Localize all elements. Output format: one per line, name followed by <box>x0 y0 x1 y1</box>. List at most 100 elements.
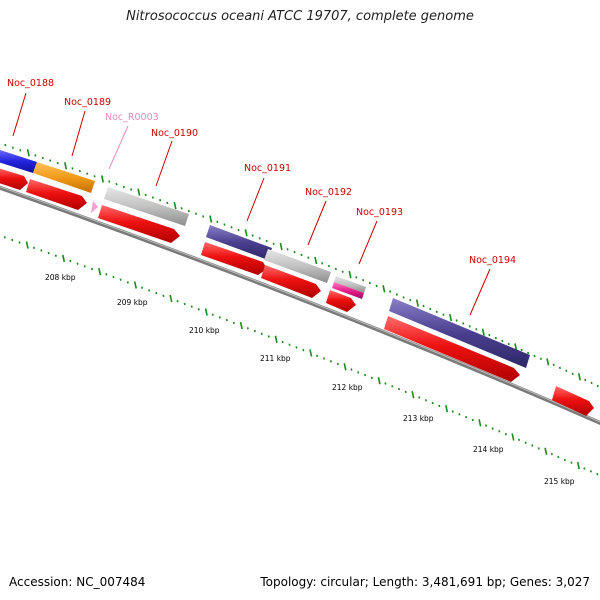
inner-ruler-minor-tick <box>83 265 86 268</box>
inner-ruler-minor-tick <box>531 444 534 447</box>
outer-ruler-minor-tick <box>251 234 254 237</box>
outer-ruler-minor-tick <box>409 299 412 302</box>
inner-ruler-major-tick <box>98 268 102 276</box>
inner-ruler-minor-tick <box>397 387 400 391</box>
inner-ruler-minor-tick <box>537 447 540 450</box>
outer-ruler-major-tick <box>64 162 68 170</box>
outer-ruler-minor-tick <box>151 196 154 199</box>
outer-ruler-minor-tick <box>93 175 96 178</box>
outer-ruler-major-tick <box>209 215 213 223</box>
outer-ruler-minor-tick <box>341 270 344 273</box>
inner-ruler-minor-tick <box>162 294 165 297</box>
kbp-label-210: 210 kbp <box>189 326 220 335</box>
inner-ruler-minor-tick <box>47 251 50 255</box>
outer-ruler-minor-tick <box>520 348 523 352</box>
inner-ruler-minor-tick <box>498 430 501 433</box>
outer-ruler-minor-tick <box>19 149 22 152</box>
inner-ruler-minor-tick <box>183 302 186 306</box>
outer-ruler-minor-tick <box>41 156 44 160</box>
outer-ruler-major-tick <box>481 328 485 336</box>
inner-ruler-minor-tick <box>471 418 474 422</box>
outer-ruler-minor-tick <box>115 183 118 186</box>
outer-ruler-minor-tick <box>571 372 574 375</box>
outer-ruler-minor-tick <box>368 281 371 285</box>
inner-ruler-minor-tick <box>384 382 387 385</box>
outer-ruler-minor-tick <box>584 378 587 382</box>
outer-ruler-minor-tick <box>565 369 568 372</box>
inner-ruler-minor-tick <box>126 281 129 284</box>
genome-backbone-highlight <box>0 186 600 423</box>
inner-ruler-minor-tick <box>54 254 57 257</box>
inner-ruler-minor-tick <box>458 413 461 416</box>
feature-track-outer <box>0 150 530 368</box>
cds-arrow-noc0190 <box>98 205 180 243</box>
outer-ruler-minor-tick <box>552 363 555 366</box>
cds-arrow-next <box>552 386 594 416</box>
inner-ruler-minor-tick <box>302 349 305 352</box>
inner-ruler-major-tick <box>576 461 580 470</box>
inner-ruler-minor-tick <box>246 327 249 330</box>
cds-arrow-noc0194 <box>384 316 520 382</box>
outer-ruler-minor-tick <box>596 384 599 388</box>
outer-ruler-minor-tick <box>533 354 536 358</box>
outer-ruler-minor-tick <box>475 328 478 331</box>
leader-noc0193 <box>358 220 378 265</box>
inner-ruler-major-tick <box>445 405 449 413</box>
gene-label-noc0192: Noc_0192 <box>305 187 352 198</box>
inner-ruler-minor-tick <box>40 249 43 252</box>
accession-text: Accession: NC_007484 <box>9 575 146 589</box>
outer-ruler-minor-tick <box>590 381 593 385</box>
feature-purple-noc0194 <box>389 298 530 368</box>
inner-ruler-minor-tick <box>316 354 319 357</box>
kbp-label-209: 209 kbp <box>117 298 148 307</box>
leader-noc-r0003 <box>108 125 129 170</box>
cds-arrow-track <box>0 168 594 416</box>
outer-ruler-minor-tick <box>494 336 497 340</box>
leader-noc0192 <box>307 200 327 246</box>
outer-ruler-minor-tick <box>488 333 491 337</box>
inner-ruler-major-tick <box>274 335 278 343</box>
inner-ruler-minor-tick <box>148 289 151 292</box>
kbp-label-211: 211 kbp <box>260 354 291 363</box>
outer-ruler-minor-tick <box>202 215 205 218</box>
inner-ruler-major-tick <box>204 308 208 316</box>
outer-ruler-minor-tick <box>166 201 169 205</box>
inner-ruler-minor-tick <box>11 238 14 242</box>
inner-ruler-minor-tick <box>211 313 214 316</box>
inner-ruler-major-tick <box>478 419 482 427</box>
outer-ruler-major-tick <box>348 270 352 279</box>
outer-ruler-major-tick <box>137 188 141 196</box>
inner-ruler-minor-tick <box>350 368 353 371</box>
outer-ruler-minor-tick <box>144 193 147 197</box>
outer-ruler-minor-tick <box>468 325 471 328</box>
outer-ruler-minor-tick <box>230 226 233 229</box>
inner-ruler-minor-tick <box>90 267 93 271</box>
inner-ruler-minor-tick <box>3 236 6 239</box>
outer-ruler-minor-tick <box>321 262 324 265</box>
inner-ruler-minor-tick <box>33 246 36 249</box>
inner-ruler-minor-tick <box>288 343 291 346</box>
feature-pink-noc0193 <box>332 282 364 299</box>
inner-ruler-minor-tick <box>260 332 263 335</box>
inner-ruler-minor-tick <box>557 455 560 459</box>
outer-ruler-minor-tick <box>501 339 504 343</box>
inner-ruler-major-tick <box>133 281 137 289</box>
inner-ruler-minor-tick <box>69 259 72 263</box>
rna-arrow-noc-r0003 <box>91 201 98 213</box>
outer-ruler-minor-tick <box>272 242 275 245</box>
inner-ruler-major-tick <box>511 433 515 441</box>
inner-ruler-minor-tick <box>232 321 235 325</box>
inner-ruler-minor-tick <box>404 390 407 394</box>
outer-ruler-minor-tick <box>334 267 337 271</box>
cds-arrow-noc0192 <box>261 265 321 298</box>
outer-ruler-minor-tick <box>237 228 240 232</box>
outer-ruler-minor-tick <box>78 169 81 173</box>
inner-ruler-minor-tick <box>465 416 468 419</box>
inner-ruler-minor-tick <box>418 396 421 399</box>
outer-ruler-minor-tick <box>130 188 133 191</box>
leader-noc0194 <box>469 268 491 316</box>
outer-ruler-minor-tick <box>265 239 268 243</box>
inner-ruler-minor-tick <box>504 433 507 436</box>
inner-ruler-major-tick <box>239 321 243 330</box>
cds-arrow-noc0193 <box>326 290 356 312</box>
